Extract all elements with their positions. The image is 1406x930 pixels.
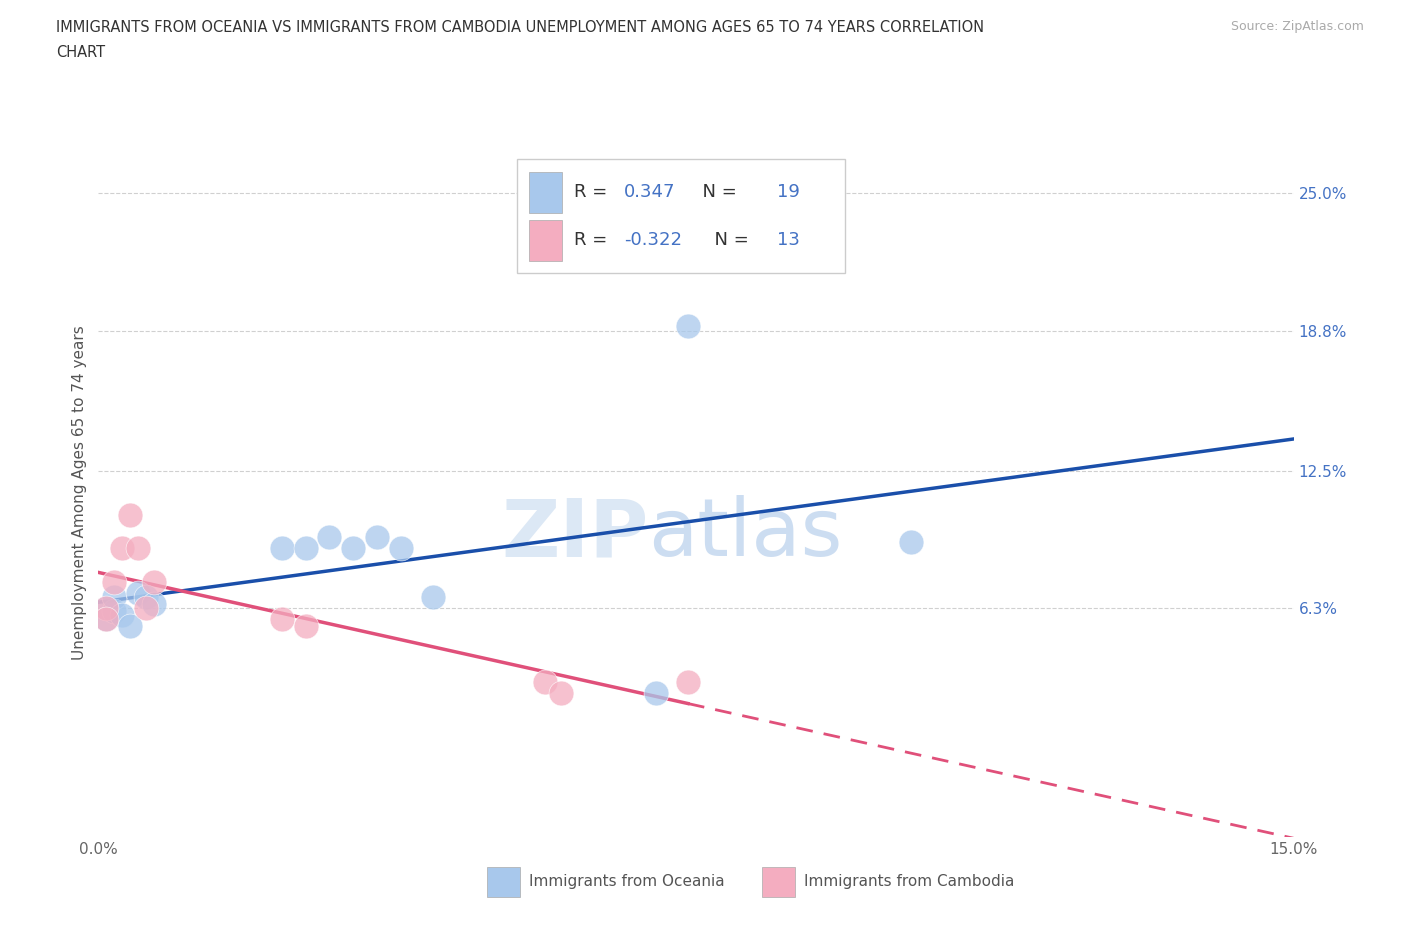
Point (127, 585, 149, 600)
Text: IMMIGRANTS FROM OCEANIA VS IMMIGRANTS FROM CAMBODIA UNEMPLOYMENT AMONG AGES 65 T: IMMIGRANTS FROM OCEANIA VS IMMIGRANTS FR… (56, 20, 984, 35)
Point (111, 541, 134, 556)
Point (135, 590, 157, 604)
Point (96, 612, 118, 627)
Text: Source: ZipAtlas.com: Source: ZipAtlas.com (1230, 20, 1364, 33)
Point (342, 541, 364, 556)
Text: 19: 19 (778, 183, 800, 201)
Bar (529, 219, 562, 261)
Text: R =: R = (574, 232, 613, 249)
Y-axis label: Unemployment Among Ages 65 to 74 years: Unemployment Among Ages 65 to 74 years (72, 326, 87, 660)
Point (900, 535, 922, 550)
Point (103, 604, 125, 618)
Text: CHART: CHART (56, 45, 105, 60)
Point (120, 508, 142, 523)
Text: atlas: atlas (648, 495, 842, 573)
Point (120, 618, 142, 633)
Point (96, 612, 118, 627)
Point (135, 601, 157, 616)
Point (645, 685, 668, 700)
Point (294, 618, 316, 633)
Point (103, 590, 125, 604)
Text: 13: 13 (778, 232, 800, 249)
Point (676, 674, 699, 689)
Point (143, 574, 166, 589)
Text: ZIP: ZIP (501, 495, 648, 573)
Text: Immigrants from Cambodia: Immigrants from Cambodia (804, 874, 1014, 889)
Point (111, 607, 134, 622)
Text: -0.322: -0.322 (624, 232, 682, 249)
Text: Immigrants from Oceania: Immigrants from Oceania (529, 874, 724, 889)
Text: N =: N = (692, 183, 742, 201)
Point (143, 596, 166, 611)
Point (96, 601, 118, 616)
Point (533, 674, 555, 689)
Point (103, 574, 125, 589)
Point (422, 590, 444, 604)
Point (676, 319, 699, 334)
Text: N =: N = (703, 232, 755, 249)
Point (127, 541, 149, 556)
Point (270, 541, 292, 556)
Bar (529, 171, 562, 213)
Point (270, 612, 292, 627)
Point (389, 541, 412, 556)
Point (366, 530, 388, 545)
Text: R =: R = (574, 183, 613, 201)
Bar (486, 867, 520, 897)
Point (96, 601, 118, 616)
Point (294, 541, 316, 556)
Bar (762, 867, 796, 897)
FancyBboxPatch shape (517, 159, 845, 272)
Point (318, 530, 340, 545)
Text: 0.347: 0.347 (624, 183, 676, 201)
Point (550, 685, 572, 700)
